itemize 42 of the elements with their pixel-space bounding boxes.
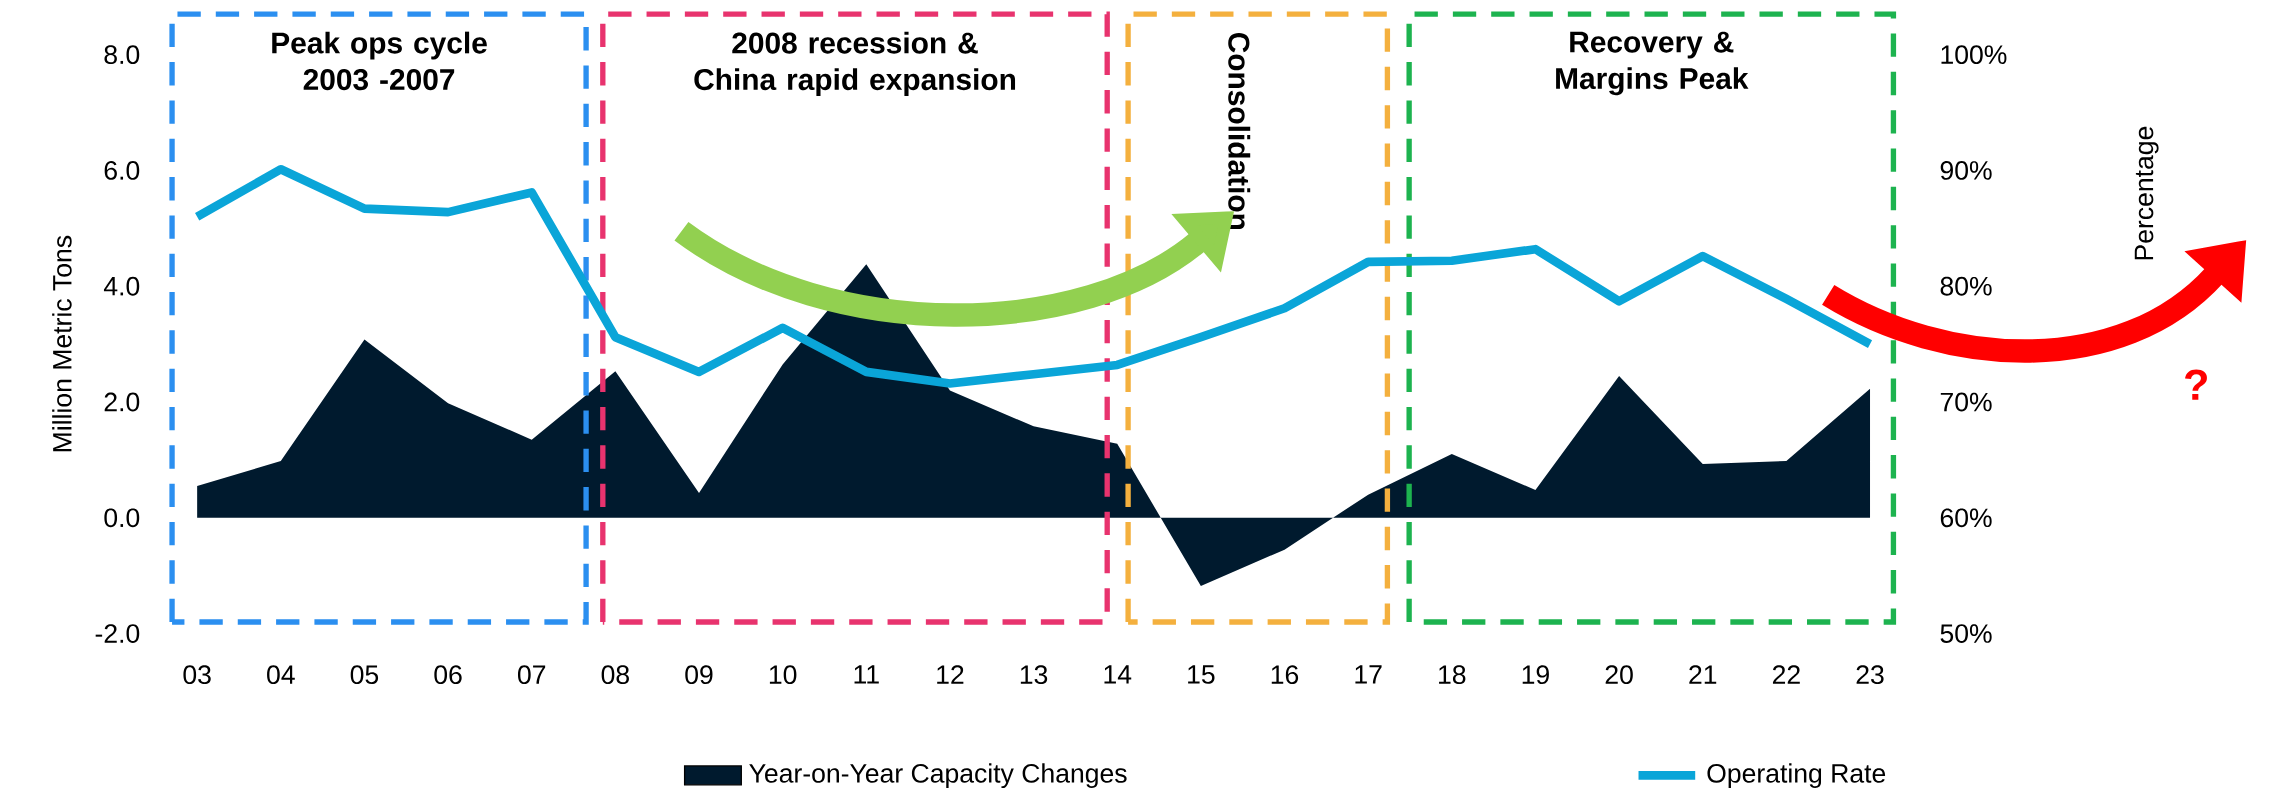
annotation: Recovery & Margins Peak (1556, 31, 1749, 96)
annotation: 2008 recession & China rapid expansion (694, 31, 1016, 97)
x-tick-label: 16 (1271, 665, 1299, 685)
x-tick-label: 07 (517, 665, 546, 685)
x-tick-label: 19 (1522, 665, 1549, 685)
x-tick-label: 08 (601, 665, 629, 685)
y-tick-label: 6.0 (104, 161, 140, 181)
y-tick-label: 2.0 (104, 392, 140, 412)
x-tick-label: 12 (937, 665, 964, 685)
x-tick-label: 23 (1856, 665, 1884, 685)
x-tick-label: 03 (183, 665, 211, 685)
y2-tick-label: 100% (1941, 45, 2007, 65)
y2-tick-label: 90% (1940, 161, 1992, 181)
x-tick-label: 05 (350, 665, 379, 685)
y2-tick-label: 60% (1940, 508, 1992, 528)
y-tick-label: 8.0 (104, 45, 140, 65)
x-tick-label: 10 (769, 665, 797, 685)
x-tick-label: 20 (1605, 665, 1633, 685)
annotation: Peak ops cycle 2003 -2007 (272, 31, 487, 91)
x-tick-label: 11 (854, 665, 879, 684)
x-tick-label: 15 (1188, 665, 1215, 685)
x-tick-label: 09 (685, 665, 713, 685)
x-tick-label: 04 (267, 665, 295, 685)
y2-tick-label: 50% (1940, 624, 1992, 644)
y-tick-label: -2.0 (95, 624, 140, 644)
x-tick-label: 18 (1439, 665, 1466, 685)
y-axis-title: Million Metric Tons (52, 236, 72, 452)
x-tick-label: 22 (1772, 665, 1800, 685)
y2-tick-label: 70% (1940, 392, 1992, 412)
y-tick-label: 4.0 (103, 277, 140, 296)
annotation: Consolidation (1228, 33, 1251, 230)
y2-axis-title: Percentage (2134, 127, 2159, 260)
legend-label: Year-on-Year Capacity Changes (749, 763, 1127, 789)
text: ? (2185, 369, 2207, 400)
y2-tick-label: 80% (1940, 277, 1992, 296)
legend-label: Operating Rate (1707, 763, 1886, 789)
x-tick-label: 21 (1689, 665, 1717, 685)
x-tick-label: 17 (1355, 665, 1382, 684)
x-tick-label: 14 (1104, 665, 1132, 684)
x-tick-label: 13 (1020, 665, 1048, 685)
x-tick-label: 06 (434, 665, 462, 685)
y-tick-label: 0.0 (104, 508, 140, 528)
